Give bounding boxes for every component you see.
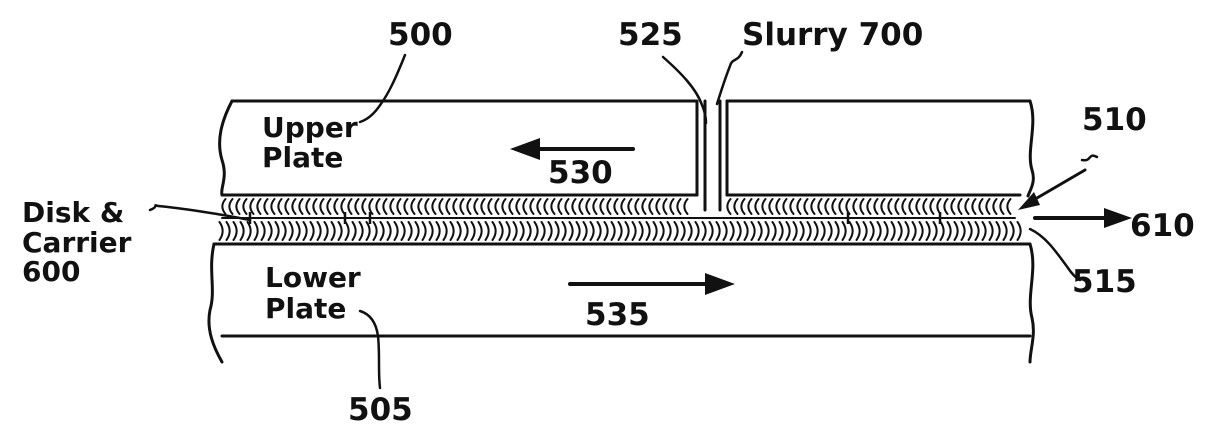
label-535: 535 [585, 297, 650, 333]
leader-510 [1082, 156, 1097, 161]
label-upper: Upper [262, 111, 358, 144]
label-plate-lower: Plate [265, 292, 346, 325]
label-600: 600 [22, 255, 80, 288]
label-525: 525 [618, 17, 683, 53]
leader-505 [360, 311, 380, 388]
label-510: 510 [1082, 102, 1147, 138]
label-disk: Disk & [22, 196, 124, 229]
leader-500 [360, 55, 405, 122]
lower-motion-arrow [570, 273, 735, 295]
label-515: 515 [1072, 264, 1137, 300]
label-530: 530 [548, 155, 613, 191]
leader-slurry [717, 52, 742, 104]
pad-band [214, 195, 1030, 244]
label-lower: Lower [265, 261, 361, 294]
outflow-arrow [1035, 208, 1132, 228]
label-plate-upper: Plate [262, 141, 343, 174]
label-slurry-700: Slurry 700 [742, 17, 923, 53]
label-610: 610 [1130, 208, 1195, 244]
label-505: 505 [348, 392, 413, 428]
leader-disk [150, 205, 250, 220]
leader-525 [663, 57, 706, 123]
label-500: 500 [388, 17, 453, 53]
